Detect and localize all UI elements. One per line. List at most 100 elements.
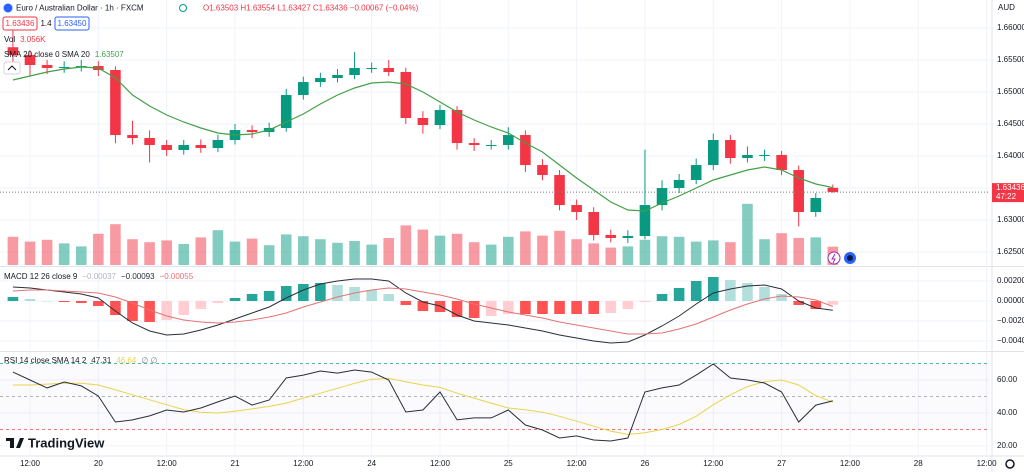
market-status bbox=[179, 4, 187, 12]
volume-bar bbox=[366, 244, 377, 265]
candle-body bbox=[656, 188, 668, 206]
histogram-bar bbox=[110, 301, 121, 315]
x-tick-label: 12:00 bbox=[157, 459, 178, 468]
volume-value: 3.056K bbox=[20, 35, 46, 44]
x-tick-label: 28 bbox=[914, 459, 923, 468]
candle-body bbox=[537, 165, 548, 176]
y-tick-label: 1.65500 bbox=[997, 55, 1024, 64]
buy-button[interactable] bbox=[54, 16, 90, 31]
x-tick-label: 12:00 bbox=[840, 459, 861, 468]
candle-body bbox=[673, 180, 685, 189]
candle-body bbox=[588, 212, 599, 235]
candle-body bbox=[451, 110, 463, 144]
candle-body bbox=[400, 71, 412, 119]
candle-body bbox=[366, 68, 377, 70]
histogram-bar bbox=[639, 301, 651, 302]
volume-bar bbox=[725, 242, 736, 265]
histogram-bar bbox=[742, 283, 753, 301]
volume-bar bbox=[793, 238, 804, 265]
volume-bar bbox=[298, 236, 309, 265]
candle-body bbox=[468, 143, 480, 146]
candle-body bbox=[793, 170, 804, 213]
histogram-bar bbox=[502, 301, 514, 314]
volume-bar bbox=[485, 244, 497, 265]
histogram-bar bbox=[41, 301, 53, 302]
histogram-bar bbox=[588, 301, 599, 314]
volume-bar bbox=[161, 240, 172, 265]
indicator-value: 47.31 bbox=[91, 356, 112, 365]
histogram-bar bbox=[793, 301, 804, 305]
histogram-bar bbox=[349, 287, 360, 301]
candle-body bbox=[127, 135, 138, 139]
candle-body bbox=[810, 197, 822, 213]
volume-bar bbox=[434, 235, 446, 265]
histogram-bar bbox=[776, 294, 787, 301]
volume-bar bbox=[742, 203, 753, 265]
candle-body bbox=[178, 145, 190, 151]
candle-body bbox=[639, 205, 651, 237]
volume-bar bbox=[75, 246, 87, 265]
histogram-bar bbox=[707, 277, 719, 301]
candle-body bbox=[349, 68, 360, 76]
y-tick-label: 0.00200 bbox=[997, 276, 1024, 285]
signal-line bbox=[12, 287, 833, 335]
collapse-icon bbox=[7, 65, 17, 71]
candle-body bbox=[332, 75, 343, 79]
rsi-sma-line bbox=[12, 377, 833, 435]
y-tick-label: 1.65000 bbox=[997, 87, 1024, 96]
histogram-bar bbox=[7, 297, 19, 301]
candle-body bbox=[776, 154, 787, 171]
histogram-bar bbox=[263, 291, 275, 301]
x-tick-label: 25 bbox=[504, 459, 513, 468]
volume-bar bbox=[537, 235, 548, 265]
last-price-box bbox=[992, 183, 1024, 203]
logo-mark bbox=[6, 438, 24, 448]
volume-bar bbox=[195, 237, 207, 265]
event-glyph bbox=[847, 255, 853, 261]
volume-bar bbox=[58, 243, 70, 265]
sell-price[interactable]: 1.63436 bbox=[6, 19, 35, 28]
event-icon[interactable] bbox=[827, 251, 841, 265]
histogram-bar bbox=[554, 301, 565, 314]
candle-body bbox=[707, 140, 719, 166]
y-tick-label: 1.64000 bbox=[997, 151, 1024, 160]
volume-bar bbox=[263, 245, 275, 265]
candle-body bbox=[827, 187, 839, 193]
histogram-bar bbox=[673, 288, 685, 301]
histogram-bar bbox=[58, 301, 70, 302]
last-price-label: 1.63436 bbox=[996, 183, 1024, 192]
volume-bar bbox=[673, 236, 685, 265]
sell-button[interactable] bbox=[2, 16, 38, 31]
y-tick-label: 20.00 bbox=[997, 441, 1018, 450]
x-tick-label: 27 bbox=[777, 459, 786, 468]
y-tick-label: −0.00400 bbox=[997, 336, 1024, 345]
volume-bar bbox=[810, 237, 822, 265]
x-tick-label: 12:00 bbox=[293, 459, 314, 468]
volume-bar bbox=[144, 242, 155, 265]
candle-body bbox=[434, 110, 446, 126]
volume-bar bbox=[656, 236, 668, 265]
histogram-bar bbox=[383, 294, 395, 301]
histogram-bar bbox=[366, 290, 377, 301]
buy-price[interactable]: 1.63450 bbox=[58, 19, 87, 28]
volume-bar bbox=[605, 247, 617, 265]
histogram-bar bbox=[195, 301, 207, 309]
candle-body bbox=[315, 78, 326, 83]
volume-bar bbox=[468, 242, 480, 265]
candle-body bbox=[520, 135, 531, 166]
spread: 1.4 bbox=[40, 19, 52, 28]
candle-body bbox=[246, 130, 258, 133]
settings-icon[interactable] bbox=[1005, 459, 1015, 469]
legend-entry: SMA 20 close 0 SMA 20 bbox=[4, 50, 90, 59]
sma-line bbox=[12, 66, 833, 212]
candle-body bbox=[58, 67, 70, 69]
volume-bar bbox=[127, 239, 138, 265]
candle-body bbox=[690, 165, 702, 181]
volume-bar bbox=[502, 236, 514, 265]
histogram-bar bbox=[468, 301, 480, 318]
histogram-bar bbox=[725, 280, 736, 301]
y-tick-label: −0.00200 bbox=[997, 316, 1024, 325]
collapse-button[interactable] bbox=[3, 61, 21, 75]
x-tick-label: 12:00 bbox=[430, 459, 451, 468]
histogram-bar bbox=[315, 283, 326, 301]
